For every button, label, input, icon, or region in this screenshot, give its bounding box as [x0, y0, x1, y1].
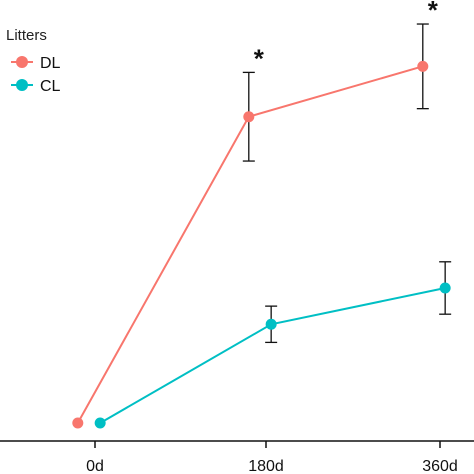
x-axis: 0d 180d 360d — [0, 440, 474, 474]
data-point-dl — [243, 111, 255, 123]
x-tick-label: 0d — [86, 458, 104, 474]
data-point-cl — [94, 417, 106, 429]
significance-marker: * — [428, 0, 439, 25]
data-point-cl — [439, 282, 451, 294]
legend-key-point — [16, 79, 28, 91]
legend-label: CL — [40, 78, 61, 95]
legend-title: Litters — [6, 27, 47, 44]
data-point-cl — [265, 318, 277, 330]
legend-key-point — [16, 56, 28, 68]
legend: Litters DL CL — [6, 27, 61, 95]
legend-item-cl: CL — [11, 78, 61, 95]
data-point-dl — [417, 60, 429, 72]
series-line-cl — [99, 287, 446, 424]
significance-marker: * — [254, 43, 265, 73]
legend-item-dl: DL — [11, 55, 61, 72]
legend-label: DL — [40, 55, 61, 72]
x-tick-label: 180d — [248, 458, 284, 474]
x-tick-label: 360d — [422, 458, 458, 474]
data-point-dl — [72, 417, 84, 429]
